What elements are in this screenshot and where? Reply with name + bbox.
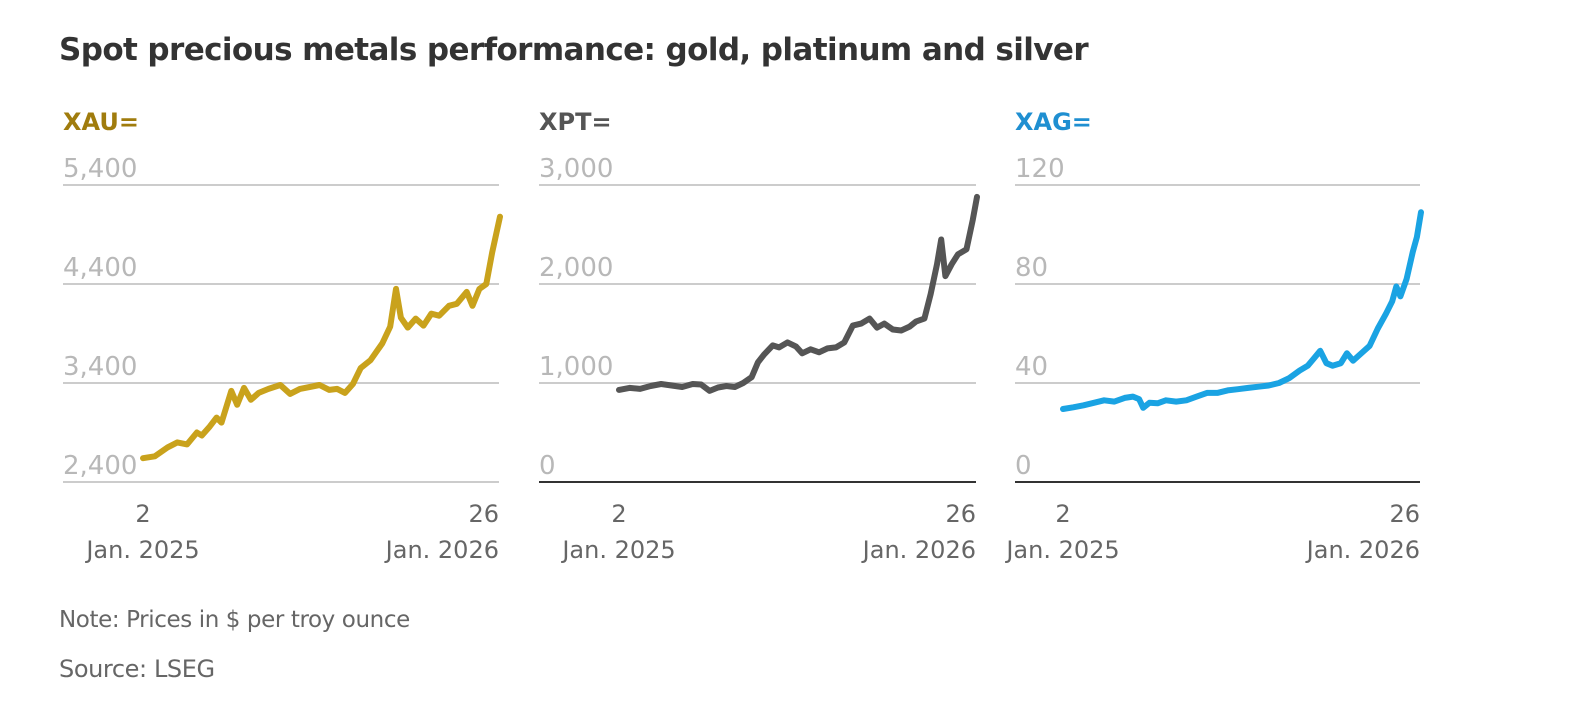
y-tick-label: 3,000 <box>539 154 613 184</box>
x-tick-sublabel: Jan. 2026 <box>384 536 499 564</box>
y-tick-label: 4,400 <box>63 253 137 283</box>
x-tick-label: 26 <box>1389 500 1420 528</box>
y-tick-label: 0 <box>539 451 556 481</box>
chart-panel-xau: XAU= 2,400 3,400 4,400 5,400 2 Jan. 2025 26 Jan.… <box>63 108 503 564</box>
y-tick-label: 40 <box>1015 352 1048 382</box>
panel-title: XPT= <box>539 108 612 136</box>
x-tick-sublabel: Jan. 2025 <box>1004 536 1119 564</box>
x-tick-sublabel: Jan. 2026 <box>1305 536 1420 564</box>
y-tick-label: 120 <box>1015 154 1065 184</box>
chart-panel-xag: XAG= 0 40 80 120 2 Jan. 2025 26 Jan. 2026 <box>1004 108 1424 564</box>
x-tick-label: 2 <box>135 500 150 528</box>
y-tick-label: 2,000 <box>539 253 613 283</box>
x-tick-sublabel: Jan. 2026 <box>861 536 976 564</box>
y-tick-label: 5,400 <box>63 154 137 184</box>
x-tick-label: 26 <box>945 500 976 528</box>
chart-panel-xpt: XPT= 0 1,000 2,000 3,000 2 Jan. 2025 26 Jan. 202… <box>539 108 980 564</box>
x-tick-sublabel: Jan. 2025 <box>560 536 675 564</box>
series-line-xpt <box>616 193 980 394</box>
source-text: Source: LSEG <box>59 655 215 683</box>
y-tick-label: 0 <box>1015 451 1032 481</box>
chart-title: Spot precious metals performance: gold, … <box>59 32 1089 68</box>
series-line-xag <box>1060 209 1424 412</box>
x-tick-label: 2 <box>1055 500 1070 528</box>
panel-title: XAG= <box>1015 108 1092 136</box>
y-tick-label: 80 <box>1015 253 1048 283</box>
x-tick-label: 26 <box>468 500 499 528</box>
series-line-xau <box>140 213 503 462</box>
note-text: Note: Prices in $ per troy ounce <box>59 607 410 633</box>
y-tick-label: 2,400 <box>63 451 137 481</box>
x-tick-label: 2 <box>611 500 626 528</box>
x-tick-sublabel: Jan. 2025 <box>84 536 199 564</box>
y-tick-label: 3,400 <box>63 352 137 382</box>
y-tick-label: 1,000 <box>539 352 613 382</box>
panel-title: XAU= <box>63 108 139 136</box>
